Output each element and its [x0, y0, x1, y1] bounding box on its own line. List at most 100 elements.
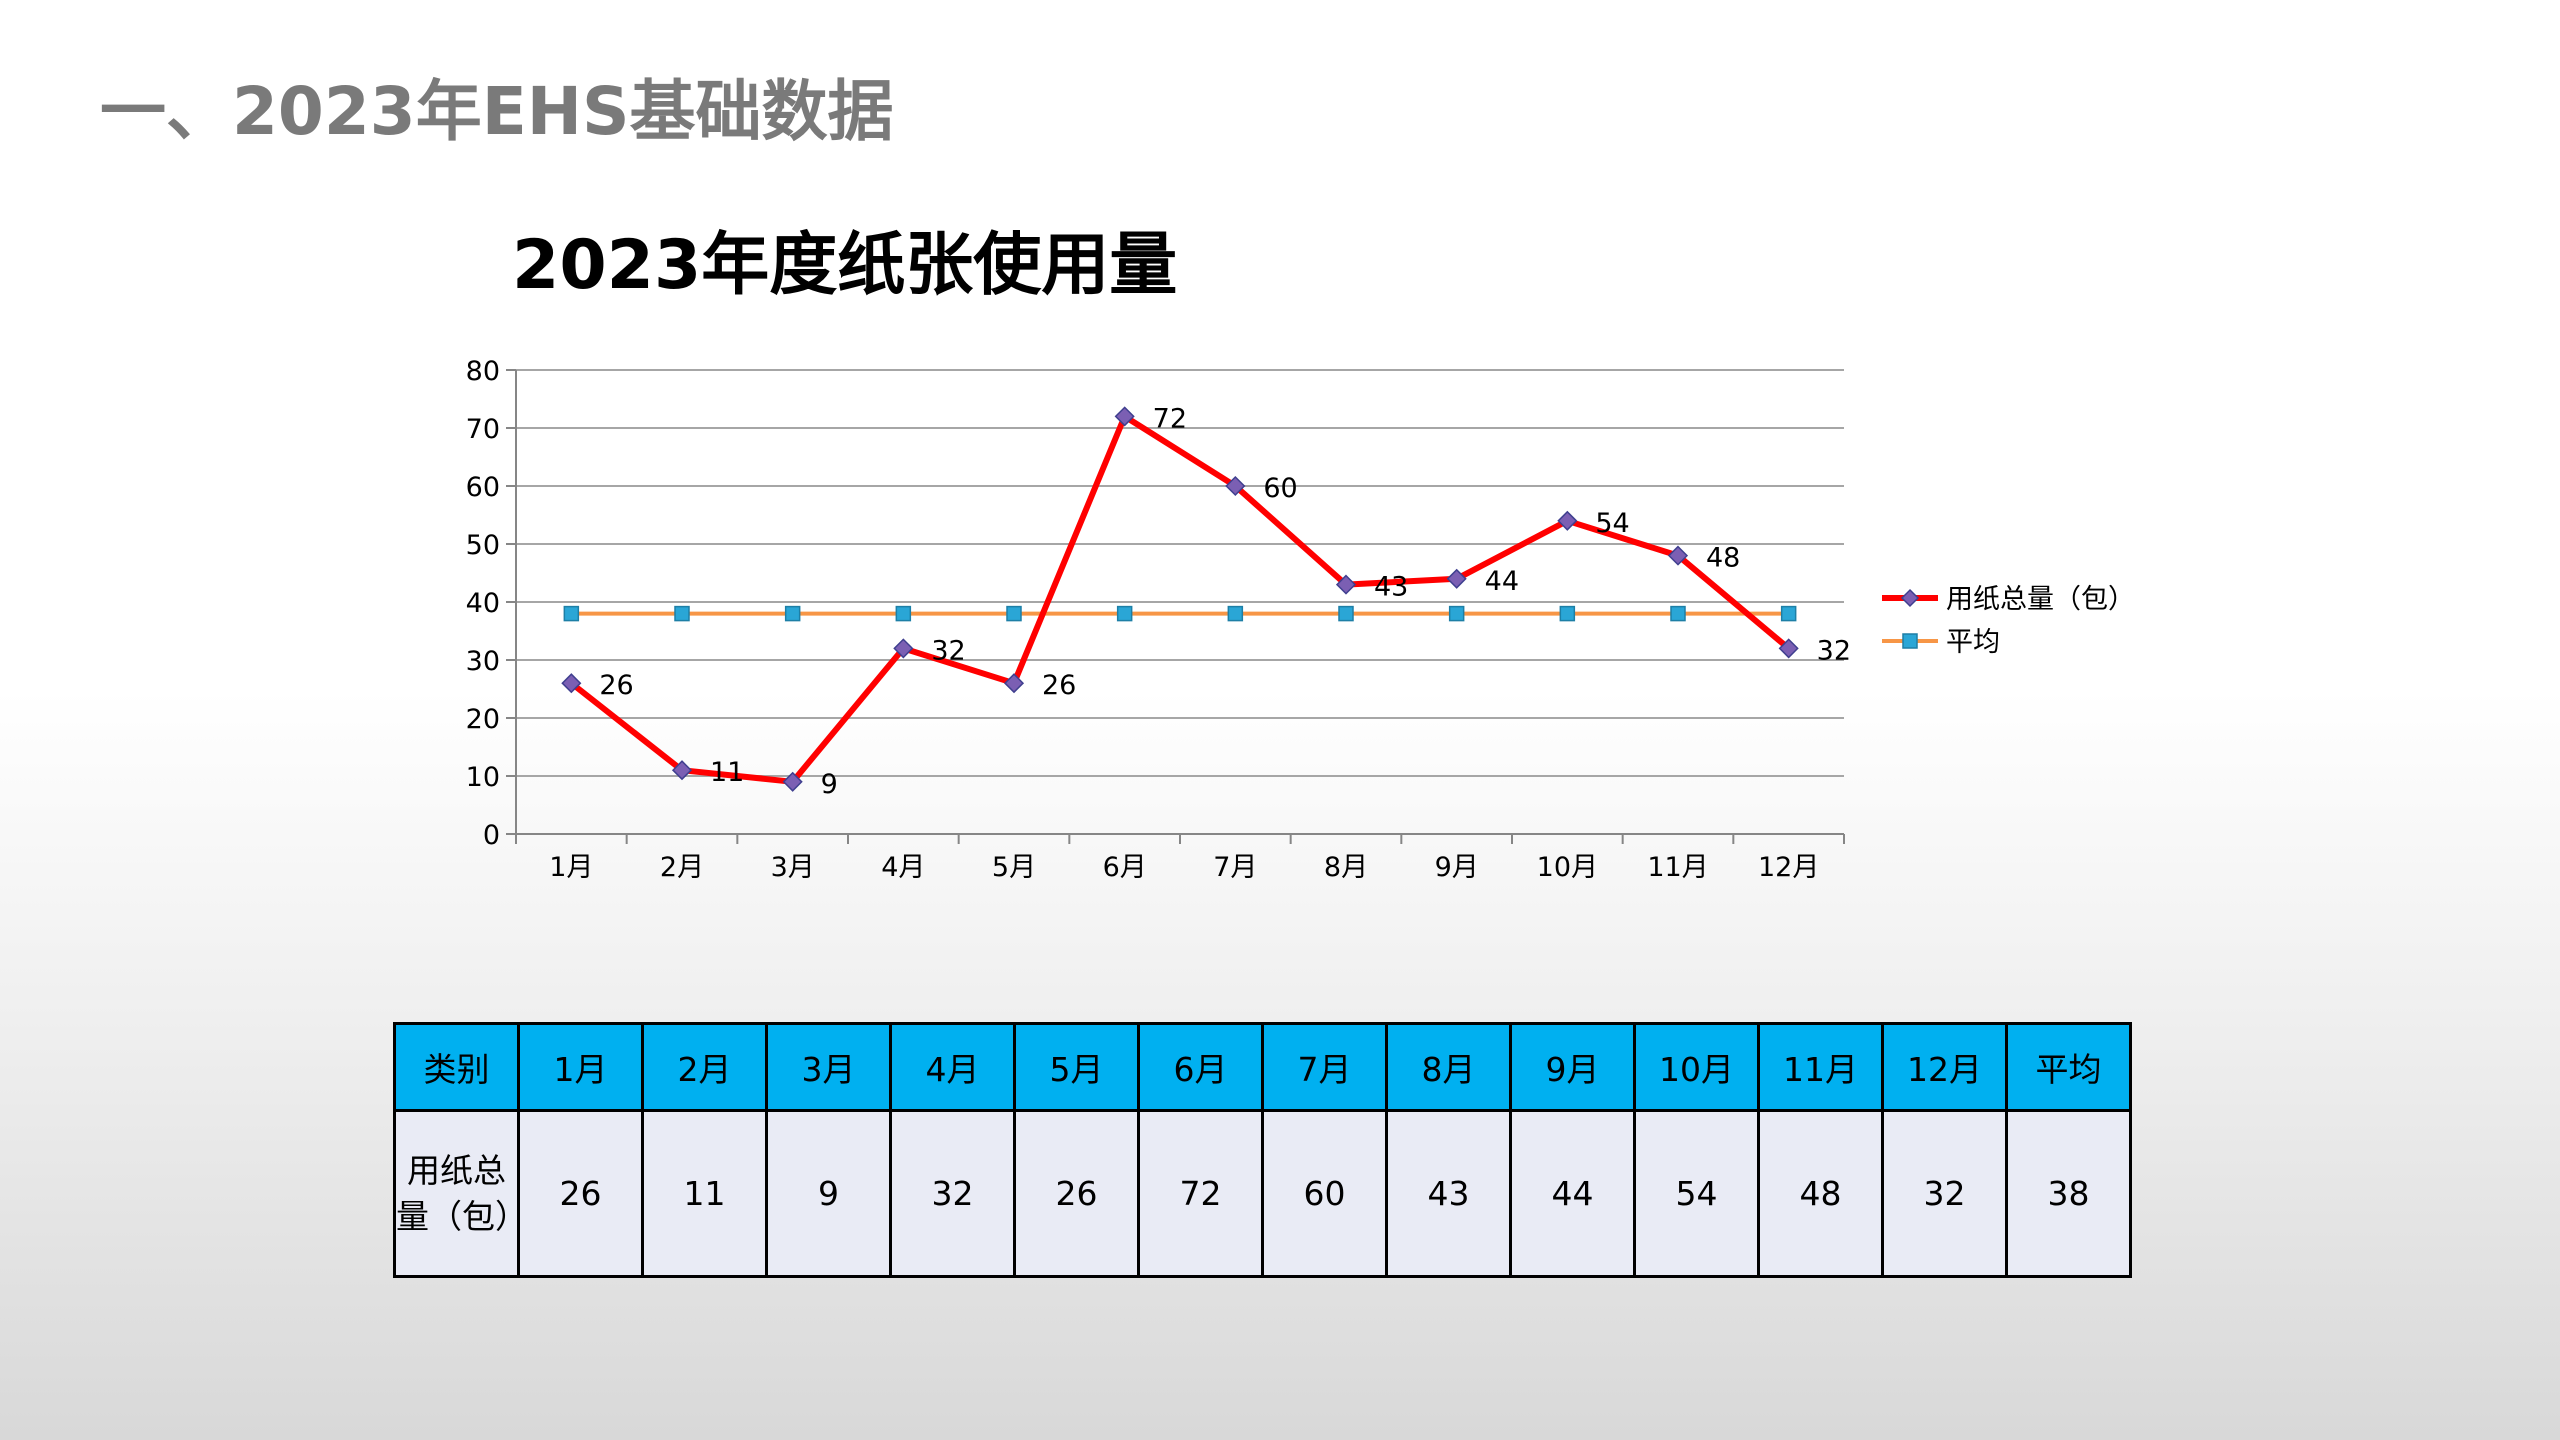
- data-point: [1446, 568, 1467, 589]
- x-tick-label: 10月: [1537, 852, 1598, 883]
- data-point: [1006, 605, 1022, 622]
- data-point: [674, 605, 690, 622]
- data-labels: 26 11 9 32 26 72 60 43 44 54 48 32: [599, 403, 1851, 799]
- y-tick-label: 30: [466, 646, 500, 677]
- table-header-cell: 1月: [517, 1022, 644, 1112]
- table-cell: 60: [1261, 1109, 1388, 1278]
- table-cell: 11: [641, 1109, 768, 1278]
- gridlines: [516, 369, 1844, 777]
- legend-label: 用纸总量（包）: [1946, 584, 2135, 615]
- data-label: 9: [821, 769, 838, 800]
- data-point: [1780, 605, 1797, 622]
- data-label: 32: [1817, 635, 1851, 666]
- y-tick-label: 50: [466, 530, 500, 561]
- chart-title: 2023年度纸张使用量: [512, 226, 1178, 305]
- table-cell: 32: [1881, 1109, 2008, 1278]
- table-header-cell: 7月: [1261, 1022, 1388, 1112]
- data-point: [561, 673, 582, 694]
- x-tick-label: 12月: [1758, 852, 1819, 883]
- table-cell: 48: [1757, 1109, 1884, 1278]
- table-header-cell: 4月: [889, 1022, 1016, 1112]
- data-label: 48: [1706, 543, 1740, 574]
- x-tick-label: 2月: [660, 852, 704, 883]
- data-point: [1225, 475, 1246, 497]
- y-tick-label: 20: [466, 704, 500, 735]
- series: [561, 406, 1799, 792]
- x-tick-label: 8月: [1324, 852, 1368, 883]
- table-header-cell: 8月: [1385, 1022, 1512, 1112]
- x-tick-label: 5月: [992, 852, 1036, 883]
- data-point: [563, 605, 580, 622]
- legend-label: 平均: [1946, 627, 2000, 658]
- table-cell: 72: [1137, 1109, 1264, 1278]
- y-tick-label: 80: [466, 356, 500, 387]
- data-point: [784, 605, 801, 622]
- data-label: 60: [1263, 473, 1297, 504]
- data-point: [1003, 673, 1025, 694]
- y-tick-label: 40: [466, 588, 500, 619]
- data-point: [1335, 574, 1357, 595]
- x-tick-label: 4月: [881, 852, 925, 883]
- table-cell: 44: [1509, 1109, 1636, 1278]
- data-label: 26: [599, 670, 633, 701]
- data-label: 26: [1042, 670, 1076, 701]
- row-label-line: 用纸总: [407, 1150, 506, 1190]
- table-header-cell: 类别: [393, 1022, 520, 1112]
- y-tick-label: 60: [466, 472, 500, 503]
- table-cell: 32: [889, 1109, 1016, 1278]
- x-tick-label: 6月: [1103, 852, 1147, 883]
- y-tick-label: 0: [483, 820, 500, 851]
- data-label: 72: [1153, 403, 1187, 434]
- legend: 用纸总量（包） 平均: [1882, 584, 2135, 658]
- table-header-cell: 平均: [2005, 1022, 2132, 1112]
- table-header-cell: 12月: [1881, 1022, 2008, 1112]
- data-label: 32: [931, 635, 965, 666]
- legend-marker: [1900, 588, 1920, 608]
- data-label: 43: [1374, 572, 1408, 603]
- row-label-line: 量（包）: [396, 1196, 528, 1236]
- data-table: 类别 1月 2月 3月 4月 5月 6月 7月 8月 9月 10月 11月 12…: [393, 1022, 2132, 1278]
- table-header-cell: 9月: [1509, 1022, 1636, 1112]
- table-header-cell: 11月: [1757, 1022, 1884, 1112]
- legend-marker: [1902, 633, 1918, 649]
- table-cell: 26: [517, 1109, 644, 1278]
- data-point: [1559, 605, 1576, 622]
- x-tick-label: 11月: [1647, 852, 1708, 883]
- y-tick-label: 70: [466, 414, 500, 445]
- table-header-cell: 6月: [1137, 1022, 1264, 1112]
- table-cell: 9: [765, 1109, 892, 1278]
- table-header-row: 类别 1月 2月 3月 4月 5月 6月 7月 8月 9月 10月 11月 12…: [393, 1022, 2132, 1112]
- data-point: [1227, 605, 1244, 622]
- x-tick-label: 3月: [771, 852, 815, 883]
- data-point: [1448, 605, 1465, 622]
- series-line: [569, 413, 1791, 785]
- table-header-cell: 10月: [1633, 1022, 1760, 1112]
- table-cell: 54: [1633, 1109, 1760, 1278]
- table-header-cell: 2月: [641, 1022, 768, 1112]
- data-point: [782, 771, 803, 792]
- table-header-cell: 3月: [765, 1022, 892, 1112]
- data-point: [1557, 510, 1578, 531]
- table-row-label: 用纸总量（包）: [393, 1109, 528, 1278]
- y-tick-label: 10: [466, 762, 500, 793]
- data-label: 44: [1485, 566, 1519, 597]
- data-point: [1338, 605, 1354, 622]
- table-cell: 26: [1013, 1109, 1140, 1278]
- table-header-cell: 5月: [1013, 1022, 1140, 1112]
- data-point: [895, 605, 912, 622]
- data-label: 11: [710, 757, 744, 788]
- page-heading: 一、2023年EHS基础数据: [100, 73, 894, 150]
- table-cell: 43: [1385, 1109, 1512, 1278]
- table-cell: 38: [2005, 1109, 2132, 1278]
- x-tick-label: 1月: [549, 852, 593, 883]
- table-row: 用纸总 量（包） 26 11 9 32 26 72 60 43 44 54 48 …: [393, 1109, 2132, 1278]
- data-point: [1114, 406, 1135, 427]
- data-point: [671, 760, 693, 781]
- x-tick-label: 7月: [1213, 852, 1257, 883]
- axes: 0 10 20 30 40 50 60 70 80 1月 2月 3月 4月 5月 6月 7月 8月 9月 10月 11…: [466, 356, 1845, 883]
- data-point: [1116, 605, 1133, 622]
- x-tick-label: 9月: [1435, 852, 1479, 883]
- line-chart: 0 10 20 30 40 50 60 70 80 1月 2月 3月 4月 5月 6月 7月 8月 9月 10月 11…: [466, 356, 2135, 883]
- data-point: [893, 638, 914, 659]
- data-point: [1667, 545, 1689, 566]
